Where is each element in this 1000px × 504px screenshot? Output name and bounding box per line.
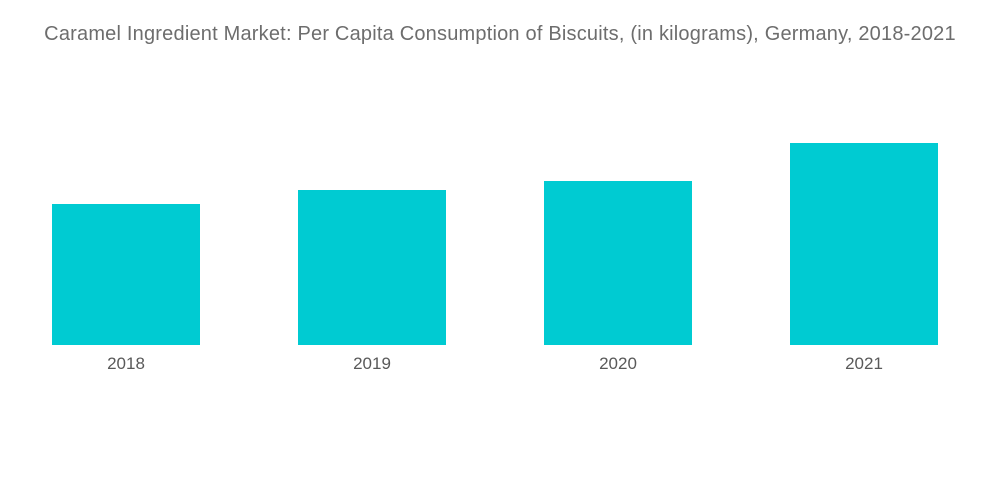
bar-2021[interactable]	[790, 143, 938, 345]
bar-2020[interactable]	[544, 181, 692, 345]
x-axis-label-2018: 2018	[107, 354, 145, 373]
x-axis-label-2019: 2019	[353, 354, 391, 373]
chart-title: Caramel Ingredient Market: Per Capita Co…	[44, 23, 956, 45]
bar-area-2020	[495, 65, 741, 345]
bar-column-2019: 2019	[249, 65, 495, 374]
bar-area-2021	[741, 65, 987, 345]
bar-column-2018: 2018	[3, 65, 249, 374]
x-axis-label-2021: 2021	[845, 354, 883, 373]
bar-2018[interactable]	[52, 204, 200, 345]
bar-area-2018	[3, 65, 249, 345]
bar-column-2020: 2020	[495, 65, 741, 374]
bar-column-2021: 2021	[741, 65, 987, 374]
bar-area-2019	[249, 65, 495, 345]
plot-area: 2018 2019 2020 2021	[3, 65, 987, 374]
x-axis-label-2020: 2020	[599, 354, 637, 373]
bar-2019[interactable]	[298, 190, 446, 345]
